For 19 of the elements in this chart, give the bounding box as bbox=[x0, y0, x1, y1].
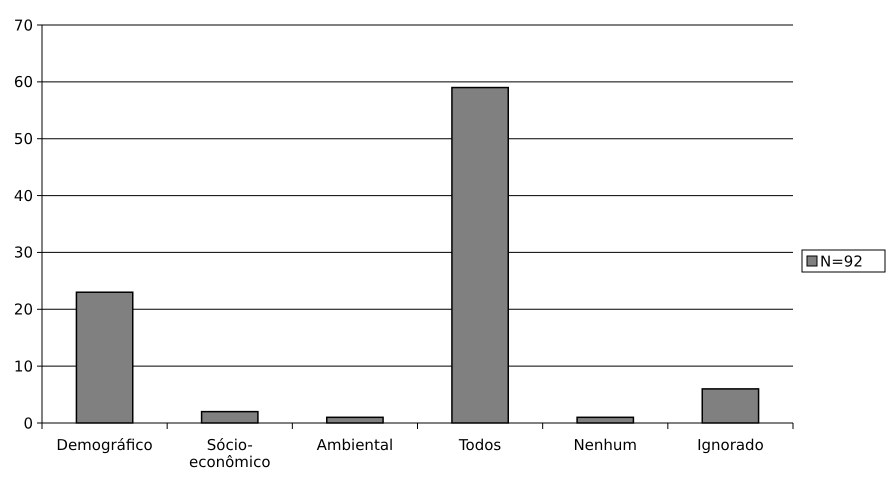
x-tick-label: Ignorado bbox=[697, 436, 764, 454]
y-tick-label: 60 bbox=[14, 73, 33, 92]
x-tick-label: Todos bbox=[458, 436, 502, 454]
y-tick-label: 40 bbox=[14, 186, 33, 205]
y-tick-label: 30 bbox=[14, 244, 33, 262]
x-tick-label: Demográfico bbox=[56, 436, 153, 454]
y-tick-label: 20 bbox=[14, 300, 33, 319]
y-tick-label: 0 bbox=[23, 414, 33, 432]
y-tick-label: 50 bbox=[14, 130, 33, 148]
y-tick-label: 10 bbox=[14, 357, 33, 376]
x-tick-label: Ambiental bbox=[316, 436, 394, 454]
x-tick-label: Sócio-econômico bbox=[188, 436, 271, 471]
y-tick-label: 70 bbox=[14, 16, 33, 34]
bar bbox=[200, 410, 259, 424]
bar bbox=[702, 388, 760, 424]
bar bbox=[326, 416, 384, 424]
bar bbox=[576, 416, 634, 424]
x-tick-label: Nenhum bbox=[573, 436, 638, 454]
legend-label: N=92 bbox=[820, 252, 863, 270]
